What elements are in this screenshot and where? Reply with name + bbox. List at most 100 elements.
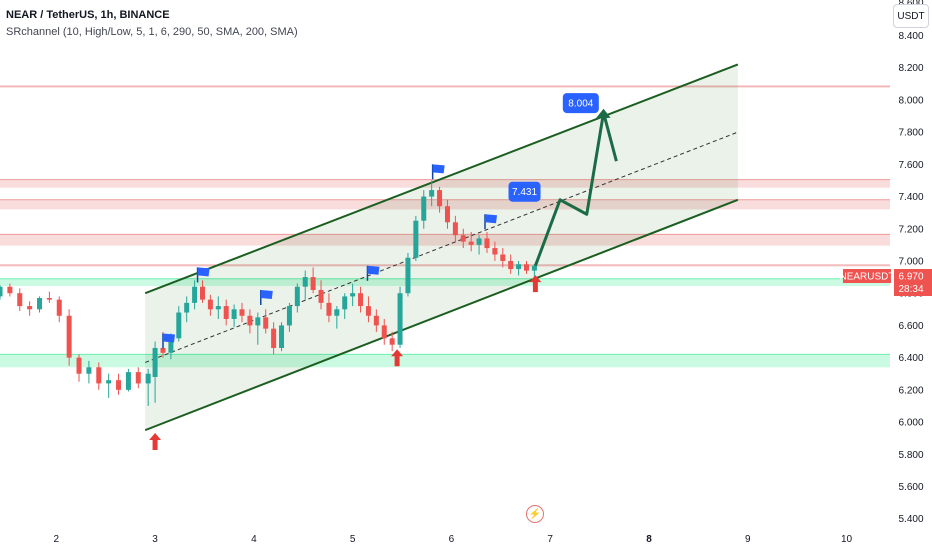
up-arrow-icon [529, 275, 542, 293]
projection-label-1: 7.431 [508, 181, 541, 202]
y-tick-label: 7.400 [898, 192, 923, 203]
resistance-zone [0, 199, 890, 210]
candle-body [263, 317, 269, 329]
candle-body [492, 248, 498, 255]
y-tick-label: 6.200 [898, 385, 923, 396]
projection-path [533, 111, 618, 267]
price-axis[interactable]: 8.6008.4008.2008.0007.8007.6007.4007.200… [898, 0, 923, 525]
y-tick-label: 8.200 [898, 63, 923, 74]
up-arrow-icon [149, 433, 162, 451]
candle-body [531, 265, 537, 271]
currency-button[interactable]: USDT [893, 4, 929, 28]
candle-body [350, 293, 356, 297]
resistance-zone [0, 234, 890, 246]
projection-label-1-text: 7.431 [512, 187, 537, 198]
candle-body [358, 293, 364, 307]
y-tick-label: 7.800 [898, 128, 923, 139]
candle-body [318, 289, 324, 303]
support-zone [0, 278, 890, 286]
y-tick-label: 5.400 [898, 514, 923, 525]
y-tick-label: 5.600 [898, 482, 923, 493]
y-tick-label: 7.200 [898, 224, 923, 235]
x-tick-label: 4 [251, 534, 257, 545]
candle-body [56, 299, 62, 316]
candle-body [106, 380, 112, 384]
candle-body [168, 338, 174, 353]
sr-zones [0, 85, 890, 368]
y-tick-label: 6.400 [898, 353, 923, 364]
candle-body [7, 286, 13, 294]
y-tick-label: 7.600 [898, 160, 923, 171]
candle-body [152, 347, 158, 377]
candle-body [508, 260, 514, 270]
flag-icon [162, 333, 175, 343]
candle-body [421, 196, 427, 221]
symbol-price-tag: NEARUSDT [839, 269, 895, 283]
candle-body [516, 264, 522, 270]
candle-body [523, 264, 529, 271]
x-tick-label: 10 [841, 534, 853, 545]
flags [162, 164, 498, 349]
current-price-tag: 6.970 28:34 [894, 269, 932, 296]
lightning-icon[interactable]: ⚡ [526, 505, 544, 523]
candle-body [199, 286, 205, 300]
y-tick-label: 8.000 [898, 95, 923, 106]
candle-body [373, 315, 379, 326]
flag-icon [485, 214, 498, 224]
candle-body [413, 220, 419, 258]
x-tick-label: 6 [449, 534, 455, 545]
candle-body [468, 241, 474, 245]
flag-icon [367, 265, 380, 275]
candle-body [239, 309, 245, 316]
resistance-zone [0, 86, 890, 88]
y-tick-label: 6.000 [898, 418, 923, 429]
candle-body [37, 298, 43, 310]
candle-body [184, 302, 190, 313]
x-tick-label: 2 [54, 534, 60, 545]
candle-body [116, 380, 122, 390]
flag-icon [260, 289, 273, 299]
candle-body [96, 367, 102, 384]
candle-body [429, 190, 435, 197]
candle-body [46, 298, 52, 300]
candle-body [365, 306, 371, 316]
candle-body [0, 286, 3, 297]
symbol-tag: NEARUSDT [839, 272, 894, 283]
candle-body [500, 254, 506, 261]
candle-body [342, 296, 348, 310]
candle-body [279, 325, 285, 348]
candle-body [27, 306, 33, 310]
candle-body [452, 222, 458, 236]
candle-body [255, 317, 261, 326]
candle-body [86, 367, 92, 374]
candle-body [231, 309, 237, 319]
candle-body [17, 293, 23, 307]
candle-body [326, 302, 332, 316]
y-tick-label: 5.800 [898, 450, 923, 461]
flag-icon [432, 164, 445, 174]
candle-body [444, 206, 450, 223]
channel-upper-line [144, 63, 739, 295]
x-tick-label: 3 [152, 534, 158, 545]
candle-body [135, 372, 141, 384]
candle-body [207, 299, 213, 310]
time-axis[interactable]: 2 3 4 5 6 7 8 9 10 [54, 534, 853, 545]
signal-arrows [149, 275, 542, 451]
candle-body [302, 277, 308, 287]
projection-label-2: 8.004 [562, 93, 599, 114]
current-price: 6.970 [898, 272, 923, 283]
x-tick-label: 7 [547, 534, 553, 545]
y-tick-label: 8.400 [898, 31, 923, 42]
candle-body [405, 257, 411, 294]
y-tick-label: 7.000 [898, 256, 923, 267]
support-zone [0, 354, 890, 368]
candle-body [286, 306, 292, 326]
candles [0, 180, 537, 406]
indicator-legend[interactable]: SRchannel (10, High/Low, 5, 1, 6, 290, 5… [6, 26, 298, 38]
candle-body [397, 293, 403, 345]
candle-body [389, 338, 395, 345]
bar-countdown: 28:34 [898, 284, 923, 295]
channel-lower-line [144, 198, 739, 432]
y-tick-label: 6.600 [898, 321, 923, 332]
